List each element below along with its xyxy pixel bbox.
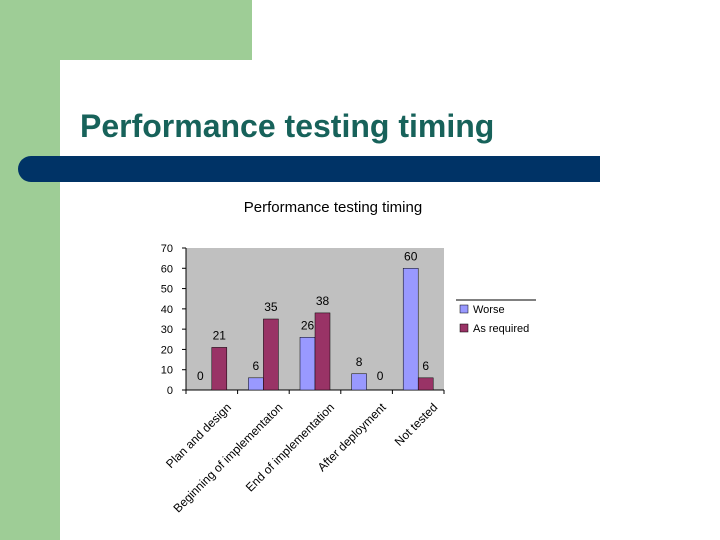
data-label: 0 (377, 369, 384, 383)
chart-title: Performance testing timing (244, 199, 422, 216)
bar (351, 373, 367, 391)
y-tick-label: 50 (161, 284, 173, 296)
y-tick-label: 20 (161, 344, 173, 356)
y-tick-label: 40 (161, 304, 173, 316)
decorative-green-sidebar (0, 0, 60, 540)
data-label: 38 (316, 294, 330, 308)
data-label: 60 (404, 249, 418, 263)
slide-title: Performance testing timing (80, 108, 495, 144)
bar (299, 337, 316, 391)
title-underline-bar (18, 156, 600, 182)
bar (314, 312, 331, 391)
y-tick-label: 10 (161, 365, 173, 377)
bar (417, 377, 434, 391)
legend-label: Worse (473, 304, 505, 316)
y-tick-label: 70 (161, 243, 173, 255)
data-label: 8 (356, 355, 363, 369)
bar (402, 268, 419, 391)
y-tick-label: 30 (161, 324, 173, 336)
data-label: 6 (422, 359, 429, 373)
legend-label: As required (473, 323, 529, 335)
legend-swatch (459, 323, 469, 333)
data-label: 0 (197, 369, 204, 383)
x-tick-label: Not tested (392, 400, 441, 449)
x-tick-label: End of implementation (243, 400, 337, 494)
bar (211, 347, 228, 391)
bar (248, 377, 264, 391)
x-tick-label: Beginning of implementaton (170, 400, 285, 515)
bar (263, 318, 279, 391)
legend-swatch (459, 304, 469, 314)
data-label: 6 (253, 359, 260, 373)
data-label: 21 (213, 328, 227, 342)
y-tick-label: 60 (161, 263, 173, 275)
y-tick-label: 0 (167, 385, 173, 397)
data-label: 35 (264, 300, 278, 314)
data-label: 26 (301, 318, 315, 332)
